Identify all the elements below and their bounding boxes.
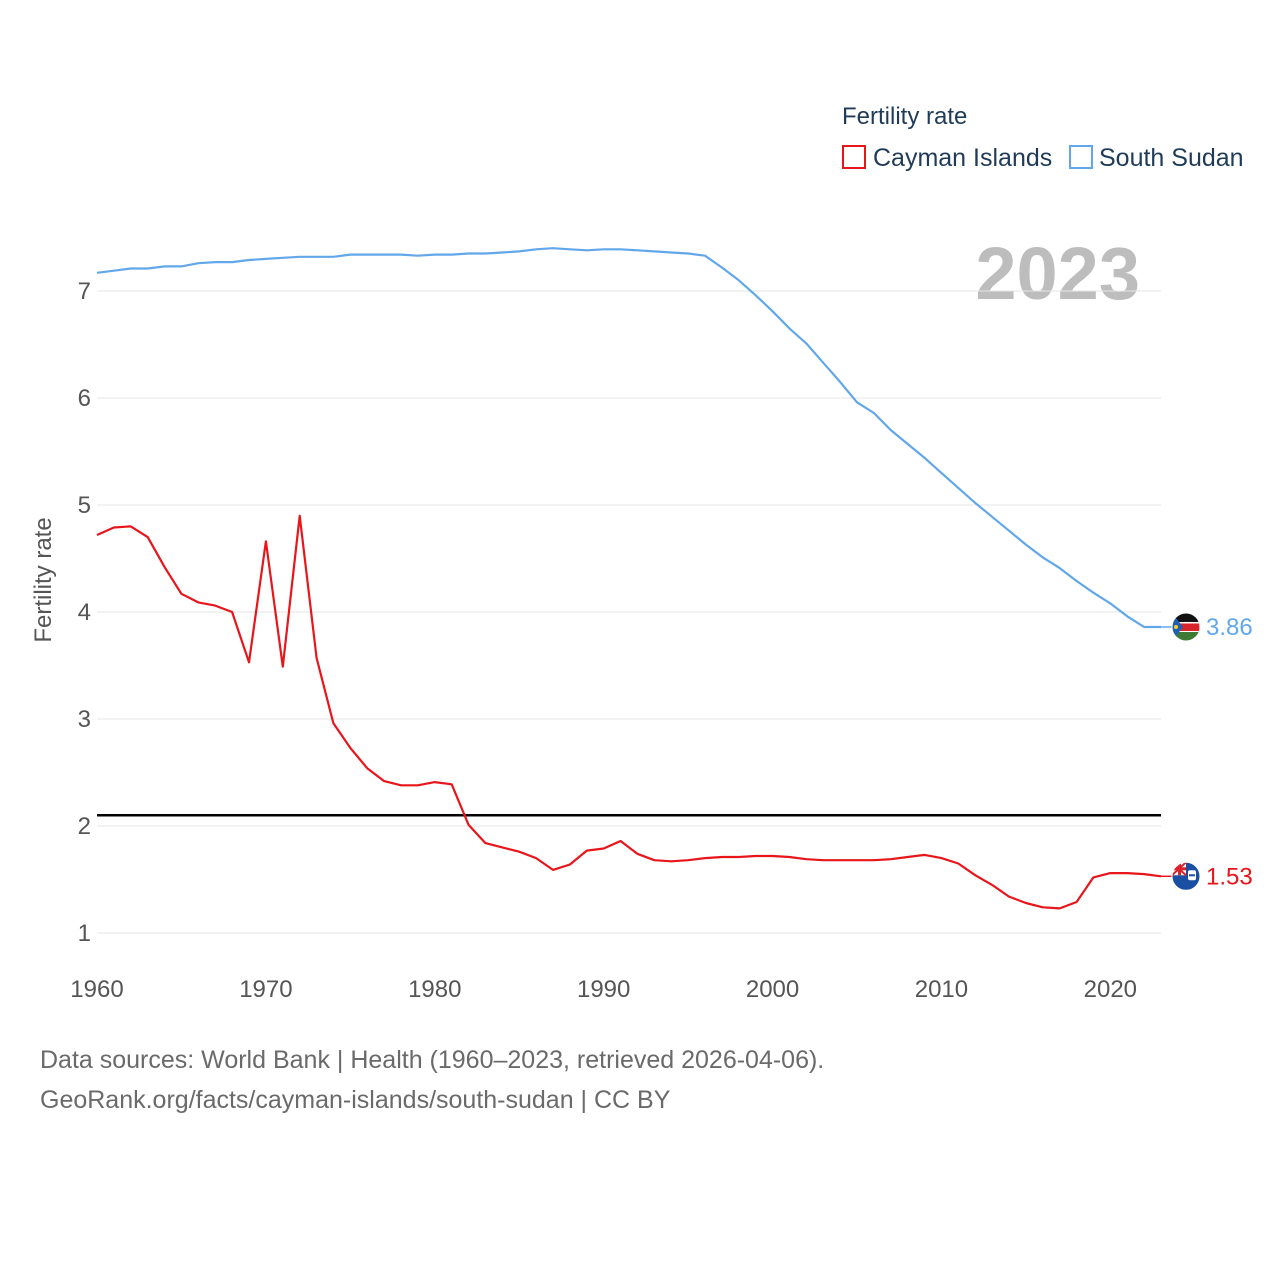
y-tick-label: 6 (78, 385, 91, 412)
y-tick-label: 1 (78, 920, 91, 947)
y-tick-label: 5 (78, 492, 91, 519)
series-line-cayman-islands[interactable] (96, 514, 1162, 910)
end-markers: 1.53 3.86 (1161, 612, 1253, 891)
x-tick-label: 2010 (915, 976, 968, 1003)
attribution-text: GeoRank.org/facts/cayman-islands/south-s… (40, 1086, 671, 1114)
legend-title: Fertility rate (842, 103, 967, 130)
flag-south-sudan-icon (1171, 612, 1201, 642)
end-value-south-sudan: 3.86 (1206, 614, 1253, 641)
y-tick-label: 3 (78, 706, 91, 733)
legend-swatch-south-sudan (1069, 145, 1093, 169)
source-text: Data sources: World Bank | Health (1960–… (40, 1046, 825, 1074)
x-tick-label: 1970 (239, 976, 292, 1003)
flag-cayman-islands-icon (1171, 861, 1201, 891)
x-tick-label: 1960 (70, 976, 123, 1003)
series-line-south-sudan[interactable] (96, 247, 1161, 629)
legend-item-cayman-islands[interactable]: Cayman Islands (842, 144, 1052, 172)
y-tick-label: 4 (78, 599, 91, 626)
legend-item-south-sudan[interactable]: South Sudan (1069, 144, 1244, 172)
legend-label-south-sudan: South Sudan (1099, 144, 1244, 172)
x-tick-label: 1990 (577, 976, 630, 1003)
year-label: 2023 (975, 232, 1140, 315)
tick-labels: 1 2 3 4 5 6 7 1960 1970 1980 1990 2000 2010 2020 (70, 278, 1137, 1003)
series-group (96, 247, 1162, 910)
footer: Data sources: World Bank | Health (1960–… (40, 1040, 824, 1120)
x-tick-label: 2000 (746, 976, 799, 1003)
chart: Fertility rate Cayman Islands South Suda… (30, 103, 1253, 1003)
y-axis-title: Fertility rate (30, 517, 57, 642)
legend-label-cayman-islands: Cayman Islands (873, 144, 1052, 172)
x-tick-label: 1980 (408, 976, 461, 1003)
end-value-cayman-islands: 1.53 (1206, 863, 1253, 890)
legend-swatch-cayman-islands (842, 145, 866, 169)
x-tick-label: 2020 (1084, 976, 1137, 1003)
y-tick-label: 7 (78, 278, 91, 305)
y-tick-label: 2 (78, 813, 91, 840)
